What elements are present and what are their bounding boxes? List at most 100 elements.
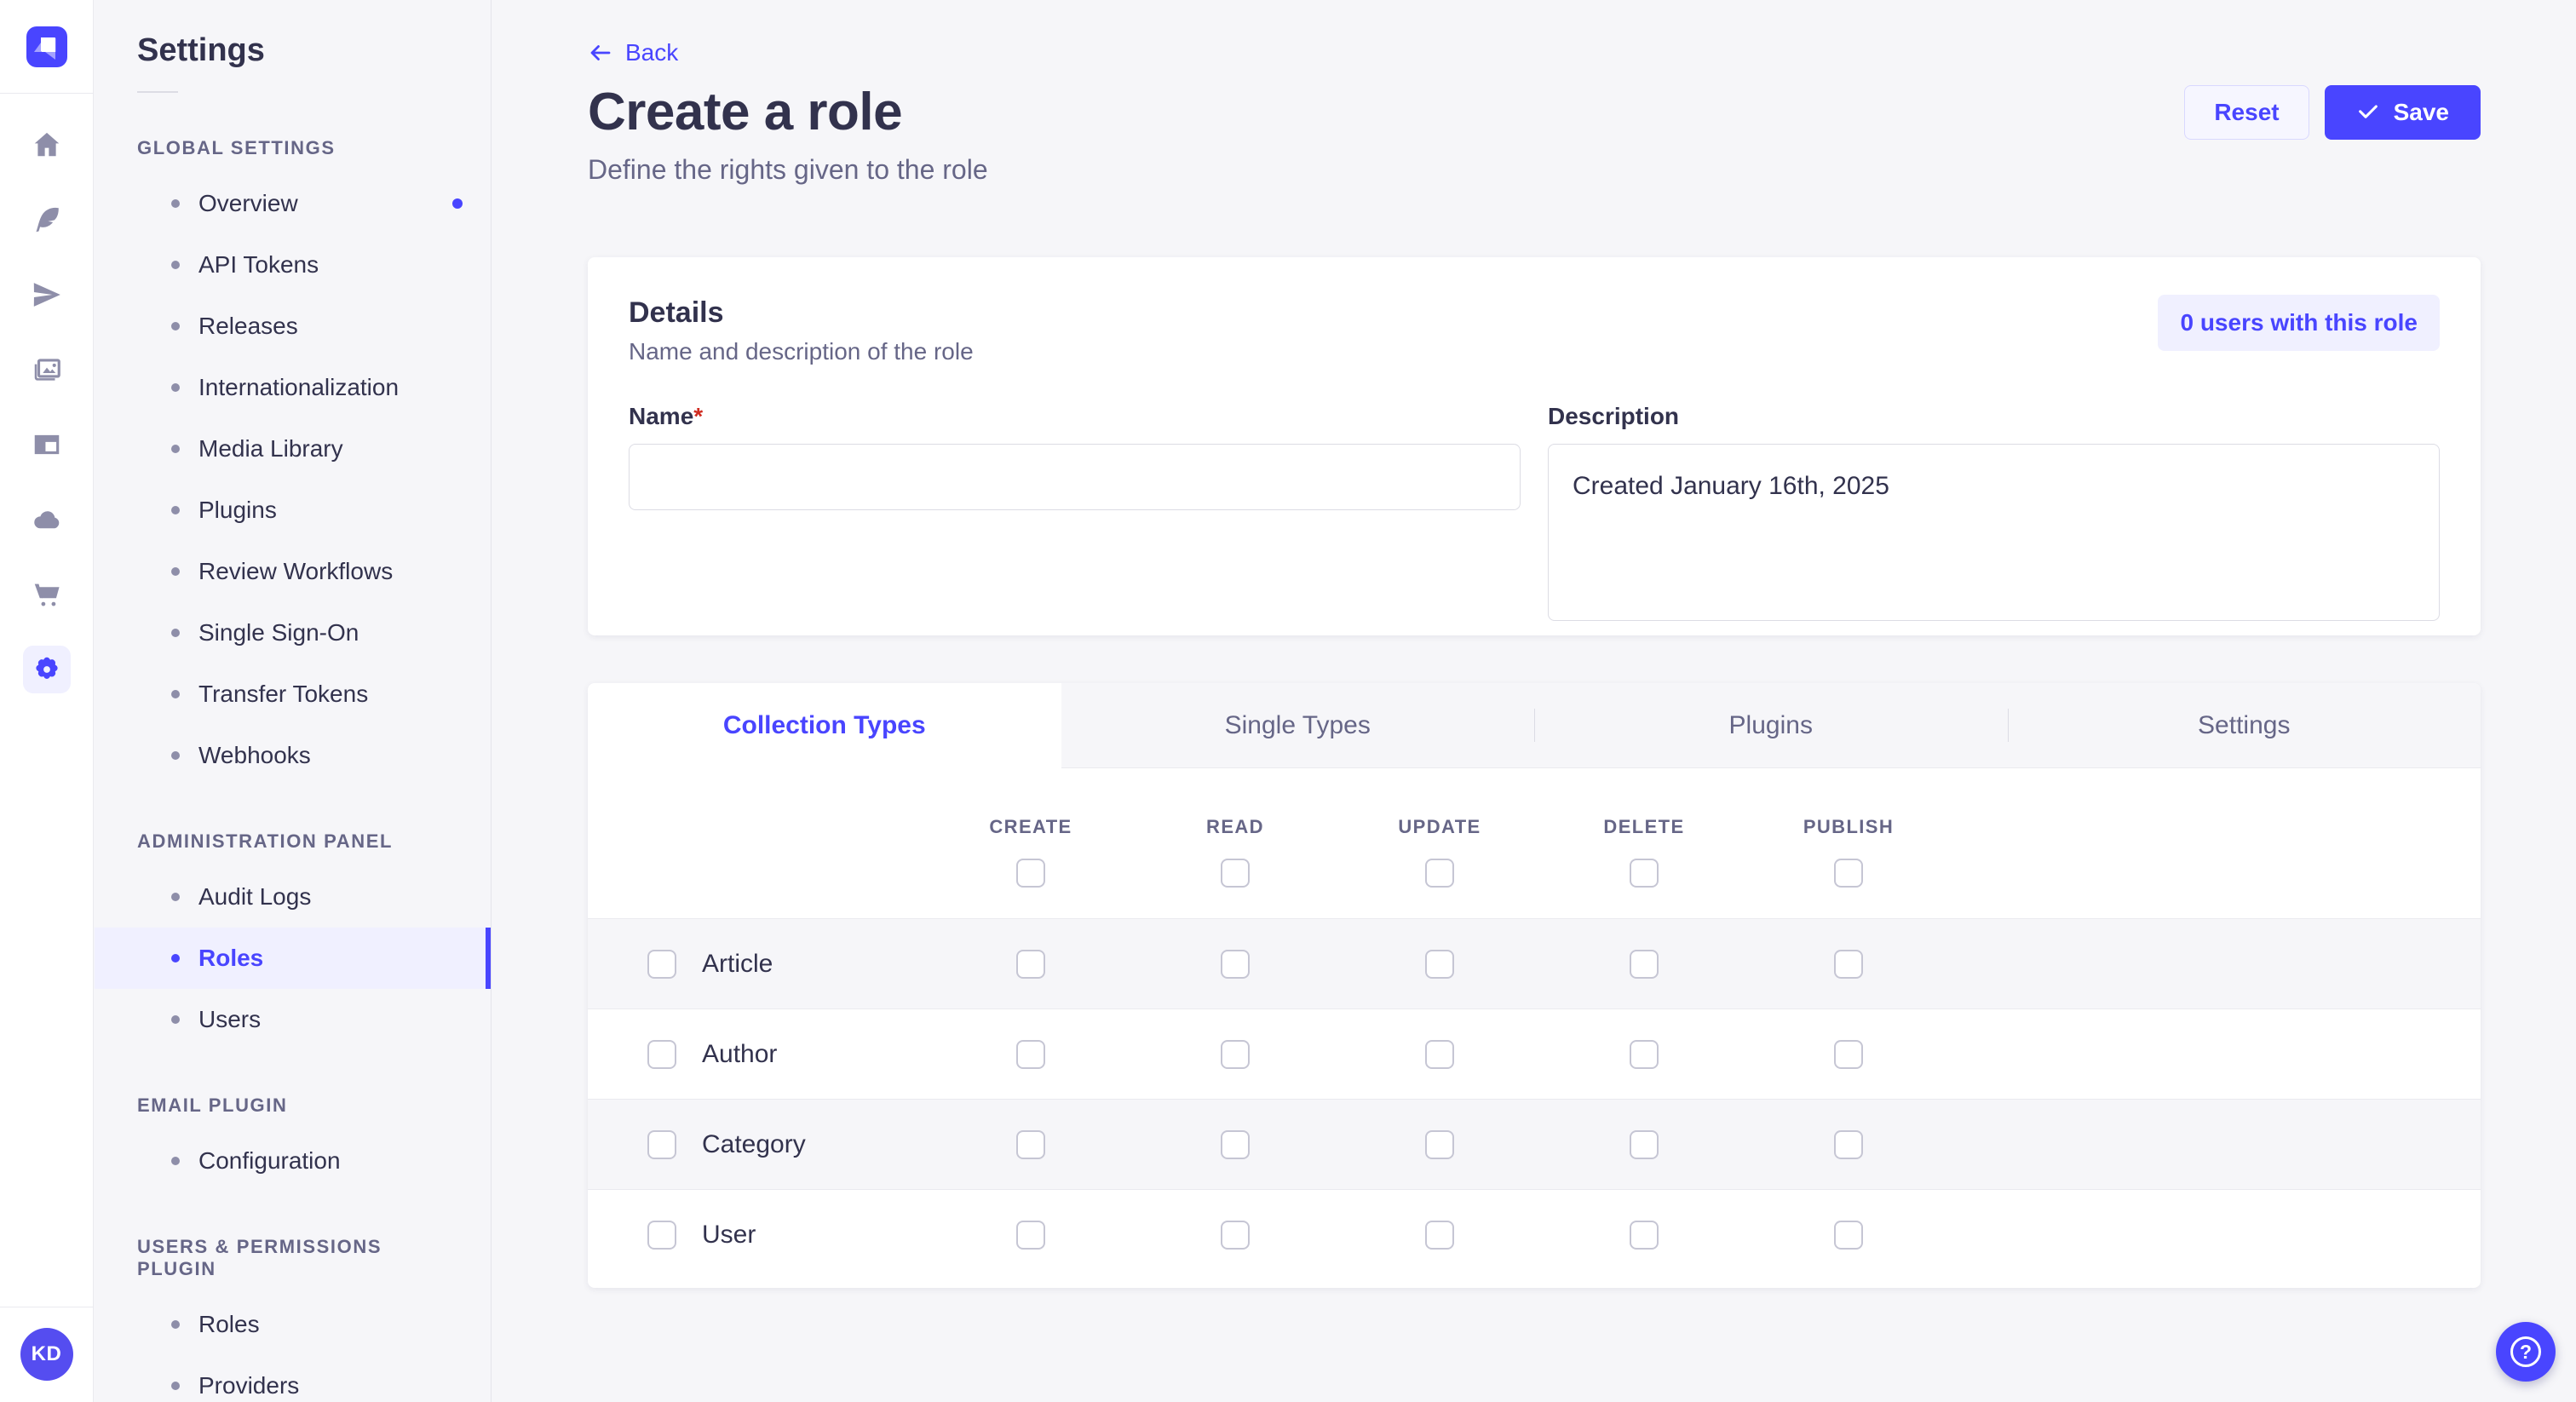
sidebar-item-overview[interactable]: Overview [95, 173, 491, 234]
sidebar-item-media-library[interactable]: Media Library [95, 418, 491, 480]
settings-gear-icon[interactable] [0, 632, 94, 707]
sidebar-item-roles[interactable]: Roles [95, 928, 491, 989]
row-label-cell: Category [588, 1130, 929, 1159]
category-delete-checkbox[interactable] [1630, 1130, 1659, 1159]
user-update-checkbox[interactable] [1425, 1221, 1454, 1250]
sidebar-item-label: Providers [198, 1372, 299, 1399]
tab-collection-types[interactable]: Collection Types [588, 683, 1061, 768]
permissions-header-row: CREATEREADUPDATEDELETEPUBLISH [588, 768, 2481, 918]
name-input[interactable] [629, 444, 1521, 510]
sidebar-item-plugins[interactable]: Plugins [95, 480, 491, 541]
save-button[interactable]: Save [2325, 85, 2481, 140]
bullet-icon [171, 261, 180, 269]
help-button[interactable]: ? [2496, 1322, 2556, 1382]
sidebar-item-internationalization[interactable]: Internationalization [95, 357, 491, 418]
main-nav-rail: KD [0, 0, 94, 1402]
bullet-icon [171, 893, 180, 901]
category-publish-checkbox[interactable] [1834, 1130, 1863, 1159]
content-manager-feather-icon[interactable] [0, 182, 94, 257]
strapi-logo-icon [26, 26, 67, 67]
select-all-create-checkbox[interactable] [1016, 859, 1045, 888]
user-avatar[interactable]: KD [20, 1328, 73, 1381]
tab-single-types[interactable]: Single Types [1061, 683, 1535, 768]
cloud-icon[interactable] [0, 482, 94, 557]
bullet-icon [171, 383, 180, 392]
tab-plugins[interactable]: Plugins [1534, 683, 2008, 768]
users-with-role-badge[interactable]: 0 users with this role [2158, 295, 2440, 351]
sidebar-item-releases[interactable]: Releases [95, 296, 491, 357]
sidebar-item-review-workflows[interactable]: Review Workflows [95, 541, 491, 602]
row-label-cell: Article [588, 950, 929, 979]
author-create-checkbox[interactable] [1016, 1040, 1045, 1069]
select-row-user-checkbox[interactable] [647, 1221, 676, 1250]
sidebar-item-api-tokens[interactable]: API Tokens [95, 234, 491, 296]
article-update-checkbox[interactable] [1425, 950, 1454, 979]
subnav-section-label: ADMINISTRATION PANEL [137, 830, 460, 853]
main-content: Back Create a role Reset Save Define the… [492, 0, 2576, 1402]
release-paper-plane-icon[interactable] [0, 257, 94, 332]
select-all-publish-checkbox[interactable] [1834, 859, 1863, 888]
sidebar-item-roles[interactable]: Roles [95, 1294, 491, 1355]
sidebar-item-users[interactable]: Users [95, 989, 491, 1050]
reset-button[interactable]: Reset [2184, 85, 2309, 140]
author-update-checkbox[interactable] [1425, 1040, 1454, 1069]
article-publish-checkbox[interactable] [1834, 950, 1863, 979]
sidebar-item-transfer-tokens[interactable]: Transfer Tokens [95, 664, 491, 725]
article-delete-checkbox[interactable] [1630, 950, 1659, 979]
home-icon[interactable] [0, 107, 94, 182]
permission-row-author: Author [588, 1008, 2481, 1099]
sidebar-item-single-sign-on[interactable]: Single Sign-On [95, 602, 491, 664]
sidebar-item-label: Users [198, 1006, 261, 1033]
description-textarea[interactable]: Created January 16th, 2025 [1548, 444, 2440, 621]
save-label: Save [2394, 99, 2449, 126]
sidebar-item-configuration[interactable]: Configuration [95, 1130, 491, 1192]
check-icon [2356, 101, 2380, 124]
article-create-checkbox[interactable] [1016, 950, 1045, 979]
permission-cell [1133, 1130, 1337, 1159]
permission-cell [1133, 950, 1337, 979]
sidebar-item-label: Releases [198, 313, 298, 340]
rail-nav [0, 107, 94, 707]
permission-row-user: User [588, 1189, 2481, 1279]
permission-cell [1542, 1221, 1746, 1250]
back-link[interactable]: Back [588, 39, 678, 66]
sidebar-item-label: Roles [198, 1311, 260, 1338]
category-read-checkbox[interactable] [1221, 1130, 1250, 1159]
select-all-delete-checkbox[interactable] [1630, 859, 1659, 888]
select-row-author-checkbox[interactable] [647, 1040, 676, 1069]
select-all-read-checkbox[interactable] [1221, 859, 1250, 888]
author-publish-checkbox[interactable] [1834, 1040, 1863, 1069]
sidebar-item-label: Review Workflows [198, 558, 393, 585]
user-read-checkbox[interactable] [1221, 1221, 1250, 1250]
user-create-checkbox[interactable] [1016, 1221, 1045, 1250]
article-read-checkbox[interactable] [1221, 950, 1250, 979]
sidebar-item-audit-logs[interactable]: Audit Logs [95, 866, 491, 928]
column-label: UPDATE [1398, 816, 1481, 838]
permission-cell [929, 1130, 1133, 1159]
category-create-checkbox[interactable] [1016, 1130, 1045, 1159]
user-delete-checkbox[interactable] [1630, 1221, 1659, 1250]
author-read-checkbox[interactable] [1221, 1040, 1250, 1069]
marketplace-cart-icon[interactable] [0, 557, 94, 632]
category-update-checkbox[interactable] [1425, 1130, 1454, 1159]
author-delete-checkbox[interactable] [1630, 1040, 1659, 1069]
user-publish-checkbox[interactable] [1834, 1221, 1863, 1250]
subnav-title: Settings [137, 32, 491, 69]
select-all-update-checkbox[interactable] [1425, 859, 1454, 888]
bullet-icon [171, 567, 180, 576]
media-library-icon[interactable] [0, 332, 94, 407]
subnav-section-email-plugin: EMAIL PLUGINConfiguration [95, 1095, 491, 1192]
column-header-create: CREATE [929, 768, 1133, 918]
sidebar-item-providers[interactable]: Providers [95, 1355, 491, 1402]
settings-subnav: Settings GLOBAL SETTINGSOverviewAPI Toke… [95, 0, 492, 1402]
page-title: Create a role [588, 82, 902, 142]
bullet-icon [171, 1157, 180, 1165]
permission-cell [929, 1221, 1133, 1250]
permission-cell [1133, 1040, 1337, 1069]
content-type-builder-layout-icon[interactable] [0, 407, 94, 482]
sidebar-item-webhooks[interactable]: Webhooks [95, 725, 491, 786]
column-header-delete: DELETE [1542, 768, 1746, 918]
select-row-article-checkbox[interactable] [647, 950, 676, 979]
tab-settings[interactable]: Settings [2008, 683, 2481, 768]
select-row-category-checkbox[interactable] [647, 1130, 676, 1159]
